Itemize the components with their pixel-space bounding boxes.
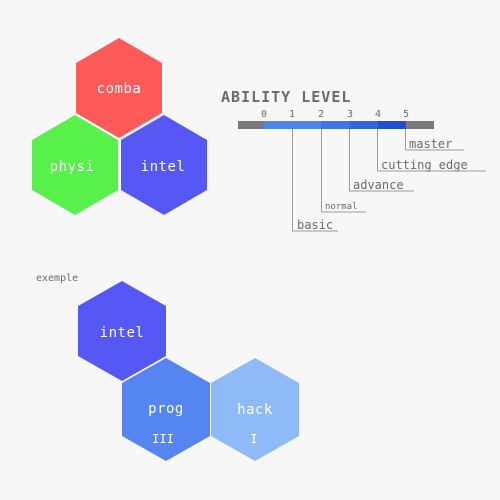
tick-3: 3 — [347, 109, 353, 120]
example-hex-prog-label: prog — [148, 401, 184, 417]
hex-intel-label: intel — [141, 159, 186, 175]
example-hex-intel-shape — [78, 281, 166, 381]
level-bar-segment-2 — [321, 121, 350, 129]
level-bar — [238, 121, 434, 129]
hex-combat-label: comba — [97, 81, 142, 97]
level-master: master — [409, 137, 452, 151]
tick-1: 1 — [289, 109, 295, 120]
example-hex-prog-level: III — [152, 432, 174, 446]
ability-level-title: ABILITY LEVEL — [221, 88, 351, 106]
example-hex-hack-shape — [211, 358, 299, 461]
level-bar-segment-3 — [350, 121, 378, 129]
hex-intel: intel — [121, 115, 207, 215]
level-cutting-edge: cutting edge — [381, 158, 468, 172]
level-leader-lines — [292, 129, 486, 232]
tick-0: 0 — [261, 109, 267, 120]
example-hex-hack-label: hack — [237, 402, 273, 418]
tick-2: 2 — [318, 109, 324, 120]
example-hex-hack-level: I — [250, 432, 257, 446]
hex-physical-label: physi — [50, 159, 95, 175]
level-bar-segment-1 — [264, 121, 321, 129]
example-hex-prog-shape — [122, 358, 210, 461]
example-caption: exemple — [36, 273, 78, 284]
tick-5: 5 — [403, 109, 409, 120]
tick-4: 4 — [375, 109, 381, 120]
example-hex-intel: intel — [78, 281, 166, 381]
example-hex-hack: hack I — [211, 358, 299, 461]
level-normal: normal — [325, 202, 358, 212]
example-hex-intel-label: intel — [100, 325, 145, 341]
hex-physical-shape — [32, 115, 118, 215]
level-names: basic normal advance cutting edge master — [297, 137, 468, 232]
level-advance: advance — [353, 178, 404, 192]
example-hex-prog: prog III — [122, 358, 210, 461]
tick-labels: 0 1 2 3 4 5 — [261, 109, 409, 120]
hex-combat-shape — [76, 38, 162, 138]
level-basic: basic — [297, 218, 333, 232]
hex-physical: physi — [32, 115, 118, 215]
level-bar-segment-4 — [378, 121, 406, 129]
hex-combat: comba — [76, 38, 162, 138]
level-bar-left-cap — [238, 121, 264, 129]
level-bar-right-cap — [406, 121, 434, 129]
hex-intel-shape — [121, 115, 207, 215]
